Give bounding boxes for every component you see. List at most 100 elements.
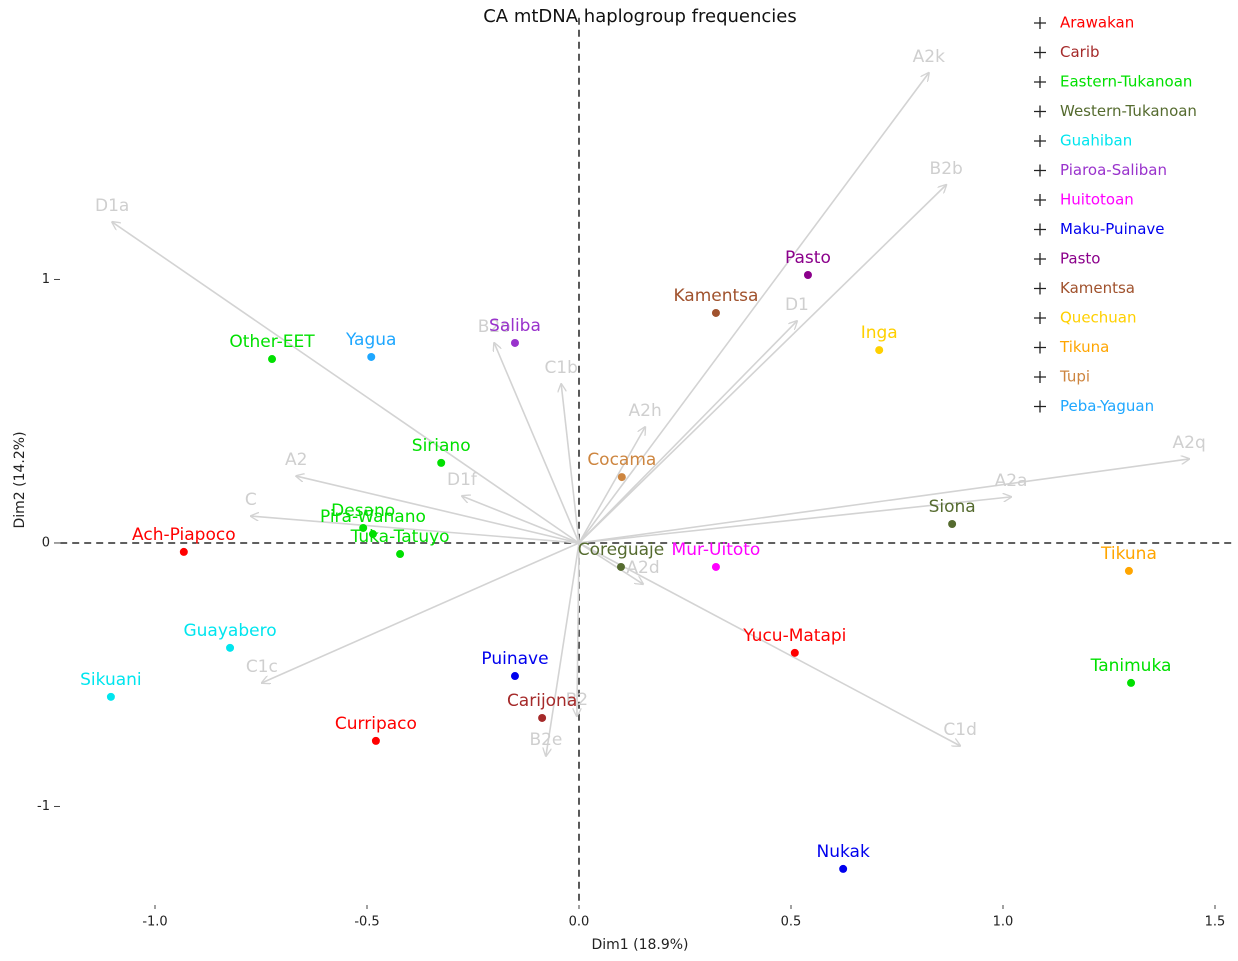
arrow-label: C1d bbox=[943, 720, 976, 740]
arrow-label: D1a bbox=[95, 196, 129, 216]
point bbox=[1127, 678, 1136, 687]
legend-symbol bbox=[1034, 400, 1046, 413]
point bbox=[711, 308, 720, 317]
legend-label: Eastern-Tukanoan bbox=[1060, 73, 1192, 91]
legend-label: Piaroa-Saliban bbox=[1060, 161, 1167, 179]
loading-arrow bbox=[546, 542, 580, 756]
arrow-label: A2d bbox=[626, 558, 659, 578]
arrow-label: A2 bbox=[285, 450, 307, 470]
arrow-label: C bbox=[245, 490, 257, 510]
loading-arrow bbox=[494, 343, 580, 544]
loading-arrow bbox=[578, 497, 1011, 544]
arrow-label: D1 bbox=[785, 295, 809, 315]
x-tick-label: 1.5 bbox=[1205, 915, 1226, 930]
point-label: Yagua bbox=[345, 330, 396, 350]
point-label: Tanimuka bbox=[1090, 656, 1172, 676]
x-tick-label: 0.0 bbox=[569, 915, 590, 930]
legend-symbol bbox=[1034, 17, 1046, 29]
point-label: Carijona bbox=[507, 691, 577, 711]
point-label: Sikuani bbox=[80, 670, 142, 690]
legend-symbol bbox=[1034, 46, 1046, 59]
legend-symbol bbox=[1034, 341, 1046, 354]
chart-title: CA mtDNA haplogroup frequencies bbox=[483, 6, 797, 27]
arrow-label: A2q bbox=[1173, 433, 1206, 453]
loading-arrow bbox=[112, 222, 580, 544]
y-tick-label: 0 bbox=[42, 535, 50, 550]
x-tick-label: 1.0 bbox=[993, 915, 1014, 930]
y-tick-label: 1 bbox=[42, 272, 50, 287]
legend-symbol bbox=[1034, 164, 1046, 177]
point-label: Curripaco bbox=[335, 714, 417, 734]
loading-arrow bbox=[578, 321, 797, 544]
point bbox=[538, 713, 547, 722]
arrow-label: B2o bbox=[478, 317, 511, 337]
point bbox=[368, 530, 377, 539]
point-label: Inga bbox=[861, 323, 898, 343]
point-label: Yucu-Matapi bbox=[742, 626, 846, 646]
loading-arrow bbox=[578, 73, 929, 544]
arrow-label: A2k bbox=[913, 47, 945, 67]
point bbox=[371, 736, 380, 745]
legend-symbol bbox=[1034, 105, 1046, 118]
point-label: Kamentsa bbox=[673, 286, 758, 306]
point bbox=[396, 550, 405, 559]
legend-label: Peba-Yaguan bbox=[1060, 397, 1154, 415]
point bbox=[839, 864, 848, 873]
point-label: Tuka-Tatuyo bbox=[350, 527, 450, 547]
x-tick-label: -0.5 bbox=[354, 915, 379, 930]
loading-arrow bbox=[577, 542, 579, 716]
point bbox=[616, 562, 625, 571]
point-label: Ach-Piapoco bbox=[132, 525, 236, 545]
loading-arrow bbox=[578, 427, 645, 544]
arrow-label: D1f bbox=[447, 470, 478, 490]
loading-arrow bbox=[296, 476, 580, 544]
loading-arrow bbox=[251, 516, 580, 544]
point bbox=[106, 692, 115, 701]
legend-label: Maku-Puinave bbox=[1060, 220, 1165, 238]
point bbox=[268, 355, 277, 364]
arrow-label: C1b bbox=[544, 358, 577, 378]
point-label: Pasto bbox=[785, 248, 831, 268]
legend-label: Guahiban bbox=[1060, 132, 1132, 150]
point-label: Other-EET bbox=[229, 332, 315, 352]
point bbox=[617, 473, 626, 482]
legend-symbol bbox=[1034, 371, 1046, 383]
arrow-label: C1c bbox=[246, 657, 278, 677]
loading-arrow bbox=[578, 542, 960, 746]
point bbox=[510, 672, 519, 681]
point-label: Tikuna bbox=[1100, 544, 1157, 564]
legend-label: Western-Tukanoan bbox=[1060, 102, 1197, 120]
arrow-label: B2 bbox=[566, 690, 588, 710]
legend-label: Arawakan bbox=[1060, 14, 1134, 32]
point bbox=[179, 547, 188, 556]
legend-label: Kamentsa bbox=[1060, 279, 1135, 297]
point bbox=[359, 523, 368, 532]
arrow-label: B2e bbox=[529, 730, 562, 750]
point-label: Coreguaje bbox=[578, 540, 665, 560]
point-label: Mur-Uitoto bbox=[672, 540, 761, 560]
point bbox=[510, 338, 519, 347]
point-label: Guayabero bbox=[183, 621, 276, 641]
legend-symbol bbox=[1034, 312, 1046, 324]
legend-symbol bbox=[1034, 223, 1046, 236]
arrow-label: A2h bbox=[629, 401, 662, 421]
point bbox=[790, 648, 799, 657]
legend-symbol bbox=[1034, 253, 1046, 265]
loading-arrow bbox=[578, 185, 946, 544]
legend-label: Pasto bbox=[1060, 250, 1100, 268]
y-axis-label: Dim2 (14.2%) bbox=[12, 431, 28, 528]
legend-symbol bbox=[1034, 135, 1046, 147]
loading-arrow bbox=[561, 384, 580, 544]
y-tick-label: -1 bbox=[37, 799, 50, 814]
point bbox=[437, 458, 446, 467]
point-label: Siona bbox=[929, 497, 976, 517]
point-label: Pira-Wanano bbox=[320, 507, 426, 527]
x-tick-label: 0.5 bbox=[781, 915, 802, 930]
arrow-label: A2a bbox=[995, 471, 1028, 491]
point-label: Nukak bbox=[816, 842, 869, 862]
arrow-label: B2b bbox=[930, 159, 963, 179]
point bbox=[226, 643, 235, 652]
point bbox=[1124, 566, 1133, 575]
loading-arrow bbox=[578, 459, 1189, 544]
